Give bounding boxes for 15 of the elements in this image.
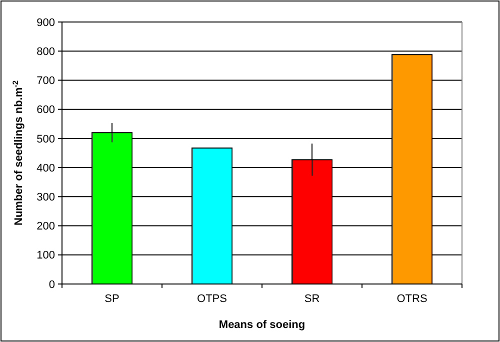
y-tick-label: 0 [48,278,55,291]
y-tick-label: 200 [36,220,55,233]
y-tick-label: 500 [36,133,55,146]
y-tick-label: 700 [36,75,55,88]
y-tick-label: 900 [36,16,55,29]
y-tick-label: 600 [36,104,55,116]
y-tick-label: 800 [36,46,55,58]
x-tick-label: OTRS [396,293,428,305]
y-tick-label: 400 [36,162,55,174]
x-tick-label: OTPS [197,293,227,305]
x-tick-label: SR [304,293,320,305]
y-tick-label: 100 [36,250,55,262]
y-tick-label: 300 [36,192,55,204]
x-axis-title: Means of soeing [218,319,306,331]
x-tick-label: SP [104,293,120,305]
